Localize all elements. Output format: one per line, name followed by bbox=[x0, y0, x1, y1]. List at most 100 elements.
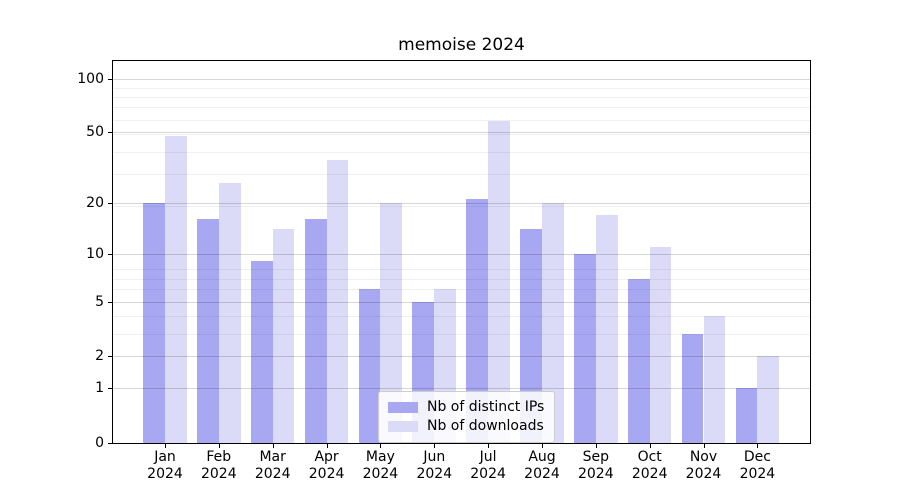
bar-nb-of-distinct-ips-sep bbox=[574, 253, 596, 443]
bar-nb-of-downloads-dec bbox=[757, 356, 780, 443]
legend-swatch-downloads-icon bbox=[388, 421, 418, 432]
x-tick-month: Jan bbox=[154, 449, 176, 465]
gridline-minor bbox=[113, 269, 810, 271]
y-tick-mark bbox=[108, 132, 112, 134]
bar-nb-of-distinct-ips-jul bbox=[466, 198, 489, 443]
x-tick-label-jun: Jun 2024 bbox=[402, 449, 466, 483]
bar-nb-of-distinct-ips-may bbox=[358, 289, 381, 443]
x-tick-year: 2024 bbox=[739, 466, 776, 482]
x-tick-year: 2024 bbox=[685, 466, 722, 482]
y-tick-mark bbox=[108, 443, 112, 444]
y-tick-mark bbox=[108, 356, 112, 358]
grid-layer bbox=[113, 61, 810, 443]
x-tick-mark bbox=[703, 444, 705, 448]
y-tick-label: 1 bbox=[95, 380, 104, 397]
x-tick-mark bbox=[434, 444, 436, 448]
bar-nb-of-downloads-mar bbox=[272, 229, 295, 443]
bar-nb-of-downloads-jan bbox=[165, 135, 187, 443]
bar-nb-of-downloads-nov bbox=[703, 315, 726, 443]
plot-area: Nb of distinct IPs Nb of downloads bbox=[112, 60, 811, 444]
y-tick-label: 5 bbox=[95, 293, 104, 310]
x-tick-year: 2024 bbox=[147, 466, 183, 482]
bar-nb-of-downloads-may bbox=[380, 202, 403, 443]
gridline-minor bbox=[113, 278, 810, 280]
y-tick-label: 10 bbox=[86, 245, 104, 262]
bar-nb-of-distinct-ips-aug bbox=[520, 229, 542, 443]
y-tick-label: 100 bbox=[77, 70, 104, 87]
x-tick-year: 2024 bbox=[577, 466, 614, 482]
x-tick-mark bbox=[218, 444, 220, 448]
bar-nb-of-downloads-aug bbox=[541, 202, 564, 443]
gridline-minor bbox=[113, 174, 810, 176]
gridline-minor bbox=[113, 87, 810, 89]
bar-nb-of-downloads-apr bbox=[326, 160, 349, 443]
chart-title: memoise 2024 bbox=[398, 35, 525, 55]
y-tick-label: 50 bbox=[86, 124, 104, 141]
legend-swatch-distinct-ips-icon bbox=[388, 402, 418, 413]
legend-item-downloads: Nb of downloads bbox=[388, 418, 544, 435]
x-tick-label-oct: Oct 2024 bbox=[618, 449, 682, 483]
y-tick-mark bbox=[108, 78, 112, 80]
x-tick-label-may: May 2024 bbox=[348, 449, 412, 483]
x-tick-month: May bbox=[365, 449, 395, 465]
bar-nb-of-distinct-ips-dec bbox=[735, 388, 758, 443]
gridline-major-50 bbox=[113, 132, 810, 134]
gridline-major-100 bbox=[113, 78, 810, 80]
gridline-major-2 bbox=[113, 356, 810, 358]
x-tick-mark bbox=[165, 444, 166, 448]
x-tick-label-aug: Aug 2024 bbox=[510, 449, 574, 483]
x-tick-month: Aug bbox=[528, 449, 556, 465]
x-tick-year: 2024 bbox=[308, 466, 345, 482]
gridline-minor bbox=[113, 315, 810, 317]
bar-nb-of-downloads-oct bbox=[649, 246, 672, 443]
y-tick-mark bbox=[108, 301, 112, 303]
x-tick-month: Mar bbox=[259, 449, 286, 465]
gridline-major-20 bbox=[113, 202, 810, 204]
x-tick-label-jul: Jul 2024 bbox=[456, 449, 520, 483]
x-tick-year: 2024 bbox=[362, 466, 399, 482]
gridline-major-10 bbox=[113, 253, 810, 255]
x-tick-month: Apr bbox=[314, 449, 339, 465]
gridline-minor bbox=[113, 107, 810, 109]
x-tick-label-feb: Feb 2024 bbox=[187, 449, 251, 483]
x-tick-month: Oct bbox=[637, 449, 662, 465]
x-tick-mark bbox=[326, 444, 328, 448]
bar-nb-of-downloads-sep bbox=[595, 214, 618, 443]
x-tick-mark bbox=[488, 444, 490, 448]
x-tick-year: 2024 bbox=[254, 466, 291, 482]
legend-label-distinct-ips: Nb of distinct IPs bbox=[427, 399, 545, 415]
x-tick-month: Feb bbox=[206, 449, 232, 465]
y-tick-label: 2 bbox=[95, 348, 104, 365]
bar-nb-of-distinct-ips-jan bbox=[143, 202, 165, 443]
x-tick-label-jan: Jan 2024 bbox=[133, 449, 197, 483]
x-tick-label-apr: Apr 2024 bbox=[295, 449, 359, 483]
x-tick-label-nov: Nov 2024 bbox=[672, 449, 736, 483]
gridline-minor bbox=[113, 134, 810, 135]
bar-nb-of-downloads-jul bbox=[488, 120, 510, 443]
x-tick-label-dec: Dec 2024 bbox=[725, 449, 789, 483]
legend: Nb of distinct IPs Nb of downloads bbox=[378, 391, 556, 443]
x-tick-mark bbox=[272, 444, 274, 448]
x-tick-label-sep: Sep 2024 bbox=[564, 449, 628, 483]
x-tick-year: 2024 bbox=[631, 466, 668, 482]
x-tick-month: Jun bbox=[423, 449, 446, 465]
x-tick-mark bbox=[542, 444, 543, 448]
gridline-minor bbox=[113, 206, 810, 208]
bar-nb-of-distinct-ips-nov bbox=[681, 333, 704, 443]
x-tick-month: Nov bbox=[689, 449, 718, 465]
gridline-minor bbox=[113, 96, 810, 98]
x-tick-month: Jul bbox=[479, 449, 497, 465]
gridline-minor bbox=[113, 289, 810, 291]
x-tick-year: 2024 bbox=[200, 466, 237, 482]
x-tick-label-mar: Mar 2024 bbox=[241, 449, 305, 483]
y-tick-label: 0 bbox=[95, 435, 104, 451]
x-tick-year: 2024 bbox=[470, 466, 506, 482]
legend-item-distinct-ips: Nb of distinct IPs bbox=[388, 399, 544, 416]
gridline-minor bbox=[113, 119, 810, 121]
x-tick-month: Dec bbox=[743, 449, 771, 465]
y-tick-mark bbox=[108, 388, 112, 390]
x-tick-mark bbox=[380, 444, 382, 448]
x-tick-year: 2024 bbox=[416, 466, 453, 482]
x-tick-mark bbox=[757, 444, 759, 448]
